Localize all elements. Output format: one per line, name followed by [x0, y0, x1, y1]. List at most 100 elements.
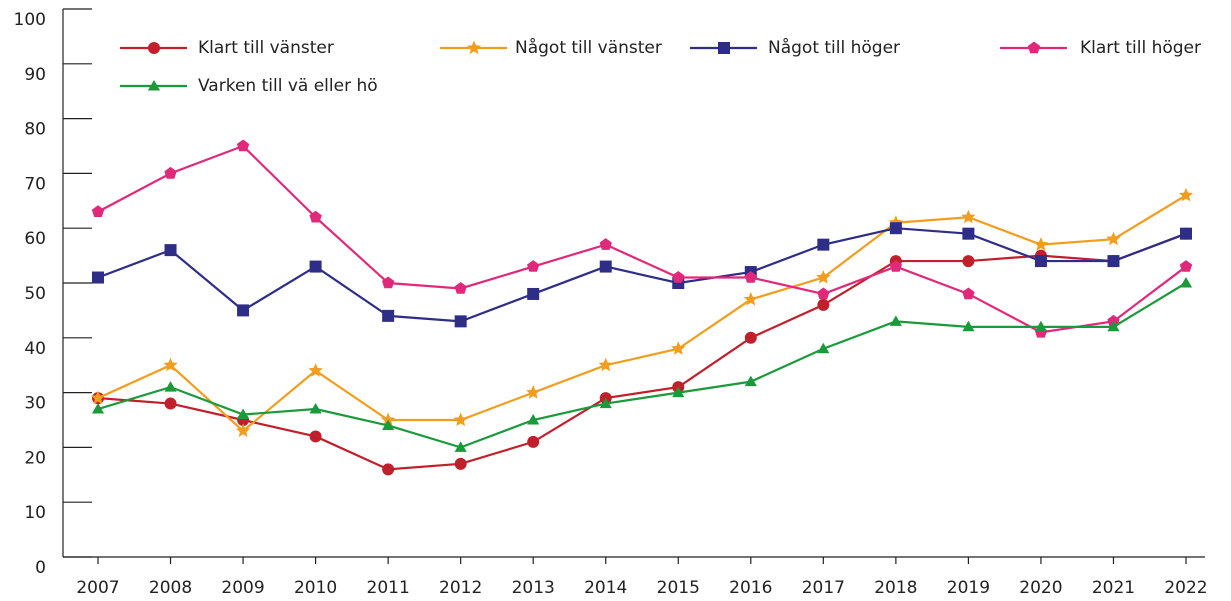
y-tick-label: 10 — [24, 503, 46, 523]
marker — [164, 244, 177, 257]
y-tick-label: 90 — [24, 65, 46, 85]
marker — [743, 291, 758, 306]
marker — [527, 435, 540, 448]
series-line — [97, 194, 1187, 433]
marker — [454, 457, 467, 470]
marker — [309, 210, 322, 223]
marker — [599, 397, 612, 409]
x-tick-label: 2022 — [1164, 578, 1207, 598]
y-tick-label: 30 — [24, 394, 46, 414]
marker — [382, 309, 395, 322]
x-tick-label: 2019 — [947, 578, 990, 598]
marker — [382, 419, 395, 430]
marker — [164, 381, 177, 392]
marker — [1107, 255, 1120, 268]
marker — [527, 414, 540, 425]
marker — [453, 412, 468, 427]
marker — [599, 260, 612, 273]
marker — [1027, 41, 1041, 54]
marker — [163, 357, 178, 372]
x-tick-label: 2015 — [657, 578, 700, 598]
x-tick-label: 2007 — [76, 578, 119, 598]
series-line — [97, 227, 1187, 323]
y-tick-label: 100 — [14, 10, 46, 30]
marker — [817, 287, 830, 300]
marker — [961, 209, 976, 224]
marker — [962, 287, 975, 300]
marker — [382, 463, 395, 476]
marker — [466, 40, 482, 55]
legend-label: Klart till vänster — [198, 38, 334, 58]
marker — [236, 139, 250, 152]
x-tick-label: 2020 — [1019, 578, 1062, 598]
marker — [148, 42, 160, 54]
x-tick-label: 2018 — [874, 578, 917, 598]
marker — [1179, 260, 1193, 272]
marker — [744, 331, 757, 344]
x-tick-label: 2013 — [512, 578, 555, 598]
y-tick-label: 0 — [35, 558, 46, 578]
y-tick-label: 80 — [24, 120, 46, 140]
marker — [454, 441, 467, 452]
marker — [147, 80, 161, 91]
y-tick-label: 50 — [24, 284, 46, 304]
marker — [237, 304, 250, 317]
x-tick-label: 2021 — [1092, 578, 1135, 598]
marker — [672, 386, 685, 398]
marker — [1178, 187, 1194, 202]
marker — [382, 276, 395, 289]
x-tick-label: 2017 — [802, 578, 845, 598]
marker — [598, 357, 613, 372]
x-tick-label: 2016 — [729, 578, 772, 598]
x-tick-label: 2010 — [294, 578, 337, 598]
y-tick-label: 20 — [24, 448, 46, 468]
y-tick-label: 70 — [24, 174, 46, 194]
marker — [718, 42, 730, 54]
marker — [1179, 277, 1193, 288]
marker — [889, 260, 902, 272]
marker — [962, 320, 975, 332]
y-tick-label: 60 — [24, 229, 46, 249]
marker — [1034, 320, 1047, 332]
marker — [235, 423, 251, 437]
marker — [1033, 237, 1049, 251]
marker — [90, 390, 106, 405]
legend-label: Något till vänster — [515, 37, 662, 58]
marker — [454, 282, 467, 294]
marker — [1106, 231, 1121, 246]
x-tick-label: 2014 — [584, 578, 627, 598]
marker — [889, 315, 902, 326]
marker — [454, 315, 467, 328]
marker — [817, 238, 830, 251]
marker — [308, 363, 323, 377]
marker — [962, 227, 975, 240]
marker — [817, 342, 830, 354]
marker — [816, 270, 831, 284]
marker — [744, 375, 757, 387]
marker — [889, 222, 902, 235]
series-line — [97, 232, 1187, 471]
marker — [91, 205, 105, 217]
marker — [817, 298, 830, 311]
marker — [526, 385, 541, 399]
marker — [527, 260, 540, 272]
marker — [164, 397, 177, 410]
legend-label: Klart till höger — [1080, 38, 1201, 58]
marker — [1107, 320, 1120, 332]
marker — [1180, 227, 1192, 240]
marker — [309, 430, 322, 443]
marker — [237, 408, 250, 419]
marker — [1107, 314, 1120, 327]
x-tick-label: 2011 — [367, 578, 410, 598]
marker — [164, 166, 177, 179]
legend-label: Något till höger — [768, 37, 900, 58]
y-tick-label: 40 — [24, 339, 46, 359]
marker — [962, 255, 975, 268]
series-line — [97, 282, 1187, 449]
marker — [672, 271, 685, 283]
marker — [91, 403, 105, 414]
marker — [527, 287, 540, 300]
x-tick-label: 2009 — [221, 578, 264, 598]
marker — [309, 403, 322, 414]
